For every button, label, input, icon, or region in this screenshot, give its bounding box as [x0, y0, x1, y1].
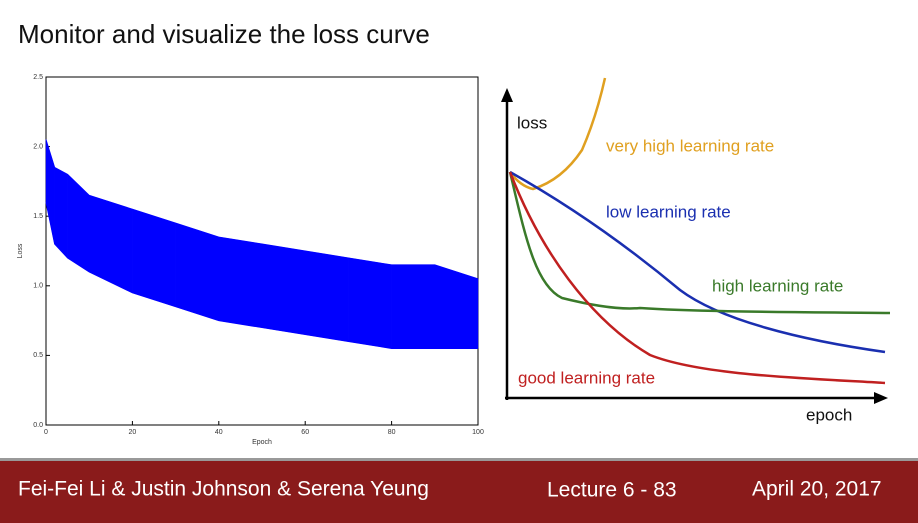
low-lr-curve [509, 170, 886, 354]
x-arrow [874, 392, 888, 404]
y-tick-label: 2.5 [33, 74, 43, 81]
y-tick-label: 0.5 [33, 352, 43, 359]
y-tick-label: 2.0 [33, 143, 43, 150]
slide-title: Monitor and visualize the loss curve [18, 19, 430, 49]
loss-edge [45, 139, 479, 280]
loss-band [54, 167, 68, 259]
y-tick-label: 0.0 [33, 422, 43, 429]
footer-lecture: Lecture 6 - 83 [547, 479, 677, 502]
good-lr-curve [508, 171, 886, 385]
loss-band [348, 257, 392, 349]
y-tick-label: 1.0 [33, 283, 43, 290]
footer-date: April 20, 2017 [752, 478, 882, 501]
loss-band [434, 264, 479, 349]
loss-band [304, 250, 349, 342]
loss-plot: Loss Epoch 0.0 0.5 1.0 1.5 2.0 2.5 0 20 40 60 80 10… [17, 74, 484, 446]
curve-label: good learning rate [518, 368, 655, 387]
y-tick-label: 1.5 [33, 213, 43, 220]
loss-band [261, 243, 306, 335]
y-axis-label: Loss [17, 243, 24, 258]
curve-label: low learning rate [606, 202, 731, 221]
diagram-x-label: epoch [806, 405, 852, 424]
footer-authors: Fei-Fei Li & Justin Johnson & Serena Yeu… [18, 478, 429, 501]
y-arrow [501, 88, 513, 102]
loss-band [132, 208, 176, 308]
x-tick-label: 60 [301, 429, 309, 436]
loss-band [218, 236, 263, 328]
loss-edge [45, 202, 478, 349]
lr-diagram: loss epoch very high learning rate low l… [501, 77, 891, 424]
x-tick-label: 100 [472, 429, 484, 436]
x-tick-label: 80 [388, 429, 396, 436]
high-lr-curve [508, 171, 891, 315]
loss-band [391, 264, 436, 349]
very-high-lr-curve [508, 77, 607, 191]
footer-bar [0, 461, 918, 523]
x-axis-label: Epoch [252, 439, 272, 446]
loss-band [175, 222, 220, 321]
x-tick-label: 0 [44, 429, 48, 436]
footer: Fei-Fei Li & Justin Johnson & Serena Yeu… [0, 458, 918, 523]
diagram-y-label: loss [517, 113, 547, 132]
x-tick-label: 40 [215, 429, 223, 436]
x-tick-label: 20 [129, 429, 137, 436]
curve-label: very high learning rate [606, 136, 774, 155]
footer-rule [0, 458, 918, 461]
curve-label: high learning rate [712, 276, 843, 295]
